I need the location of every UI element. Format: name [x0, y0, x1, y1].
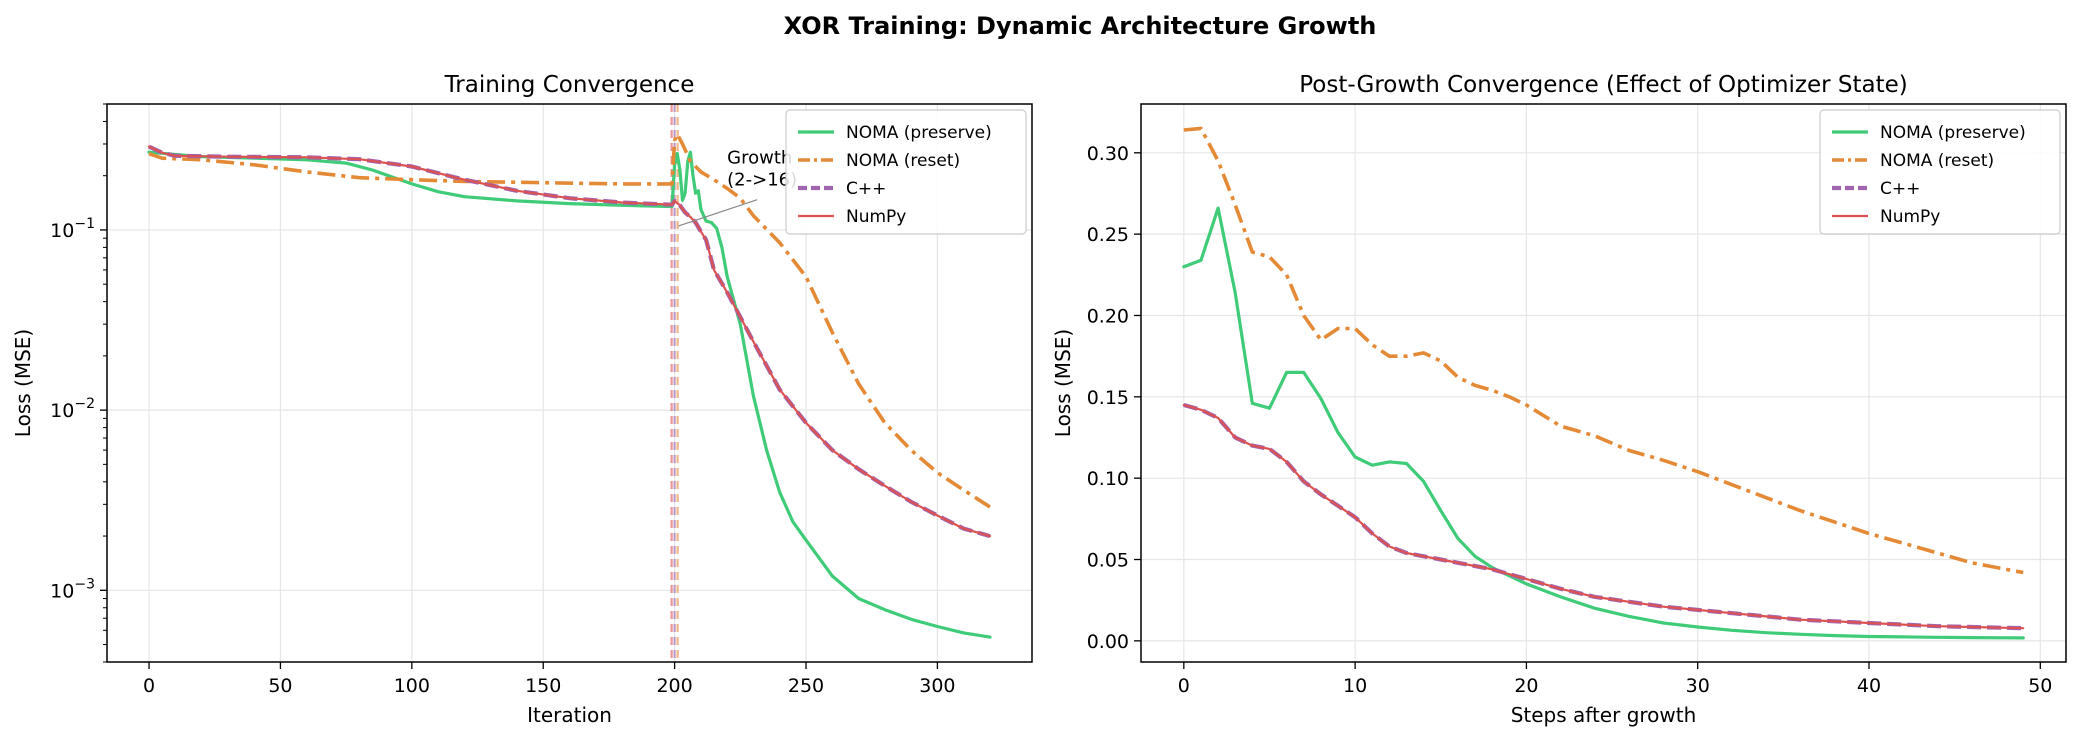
y-axis-label: Loss (MSE) — [11, 329, 35, 437]
legend-label: NOMA (reset) — [846, 151, 960, 171]
x-tick-label: 40 — [1857, 675, 1881, 697]
x-tick-label: 300 — [919, 675, 955, 697]
legend-label: NOMA (preserve) — [846, 123, 992, 143]
x-tick-label: 250 — [788, 675, 824, 697]
legend-item-numpy: NumPy — [1832, 207, 1940, 227]
legend-item-preserve: NOMA (preserve) — [1832, 123, 2026, 143]
figure-suptitle: XOR Training: Dynamic Architecture Growt… — [784, 12, 1377, 40]
series-line-reset — [1183, 126, 2024, 575]
panel-title: Post-Growth Convergence (Effect of Optim… — [1299, 72, 1908, 98]
annotation-text: Growth — [727, 148, 792, 169]
panel-training-convergence: Growth(2->16) 0 50 100 150 200 250 300 10−3 10−2 1… — [11, 72, 1033, 727]
legend-label: NOMA (preserve) — [1880, 123, 2026, 143]
legend-item-numpy: NumPy — [798, 207, 906, 227]
annotation-arrow — [678, 199, 758, 227]
annotation-text: (2->16) — [727, 170, 797, 191]
legend-box — [785, 109, 1027, 235]
y-tick-label: 0.20 — [1087, 305, 1129, 327]
y-tick-label: 0.10 — [1087, 468, 1129, 490]
legend-item-reset: NOMA (reset) — [1832, 151, 1994, 171]
legend: NOMA (preserve) NOMA (reset) C++ NumPy — [1819, 109, 2061, 235]
y-tick-label: 10−3 — [50, 576, 95, 602]
y-tick-label: 0.05 — [1087, 550, 1129, 572]
x-tick-label: 30 — [1686, 675, 1710, 697]
x-axis-label: Iteration — [527, 703, 612, 727]
legend-label: NumPy — [846, 207, 906, 227]
x-tick-label: 0 — [143, 675, 155, 697]
legend-item-reset: NOMA (reset) — [798, 151, 960, 171]
legend-item-cpp: C++ — [1832, 179, 1920, 199]
series-lines — [147, 132, 992, 639]
x-tick-label: 50 — [2028, 675, 2052, 697]
y-tick-label: 0.25 — [1087, 224, 1129, 246]
x-tick-label: 10 — [1343, 675, 1367, 697]
y-tick-label: 0.15 — [1087, 387, 1129, 409]
legend-label: C++ — [1880, 179, 1920, 199]
legend-label: C++ — [846, 179, 886, 199]
series-line-preserve — [147, 150, 992, 639]
series-lines — [1182, 126, 2025, 640]
legend-label: NumPy — [1880, 207, 1940, 227]
y-tick-label: 0.00 — [1087, 631, 1129, 653]
series-line-numpy — [1182, 403, 2025, 630]
x-tick-label: 200 — [656, 675, 692, 697]
x-tick-label: 150 — [525, 675, 561, 697]
series-line-numpy — [147, 145, 992, 538]
x-axis-label: Steps after growth — [1511, 703, 1697, 727]
x-tick-label: 20 — [1514, 675, 1538, 697]
series-line-preserve — [1182, 206, 2025, 640]
panel-title: Training Convergence — [444, 72, 695, 98]
axes-frame — [1140, 103, 2067, 663]
legend: NOMA (preserve) NOMA (reset) C++ NumPy — [785, 109, 1027, 235]
panel-post-growth-convergence: 0 10 20 30 40 50 0.00 0.05 0.10 0.15 0.20 0.25 0.30 P… — [1051, 72, 2067, 727]
y-tick-label: 0.30 — [1087, 143, 1129, 165]
x-tick-label: 50 — [268, 675, 292, 697]
axes-frame — [106, 103, 1033, 663]
series-line-reset — [148, 132, 991, 509]
legend-box — [1819, 109, 2061, 235]
x-tick-label: 100 — [394, 675, 430, 697]
y-tick-label: 10−1 — [50, 216, 95, 242]
legend-item-preserve: NOMA (preserve) — [798, 123, 992, 143]
x-tick-label: 0 — [1178, 675, 1190, 697]
legend-label: NOMA (reset) — [1880, 151, 1994, 171]
legend-item-cpp: C++ — [798, 179, 886, 199]
y-axis-label: Loss (MSE) — [1051, 329, 1075, 437]
y-tick-label: 10−2 — [50, 396, 95, 422]
